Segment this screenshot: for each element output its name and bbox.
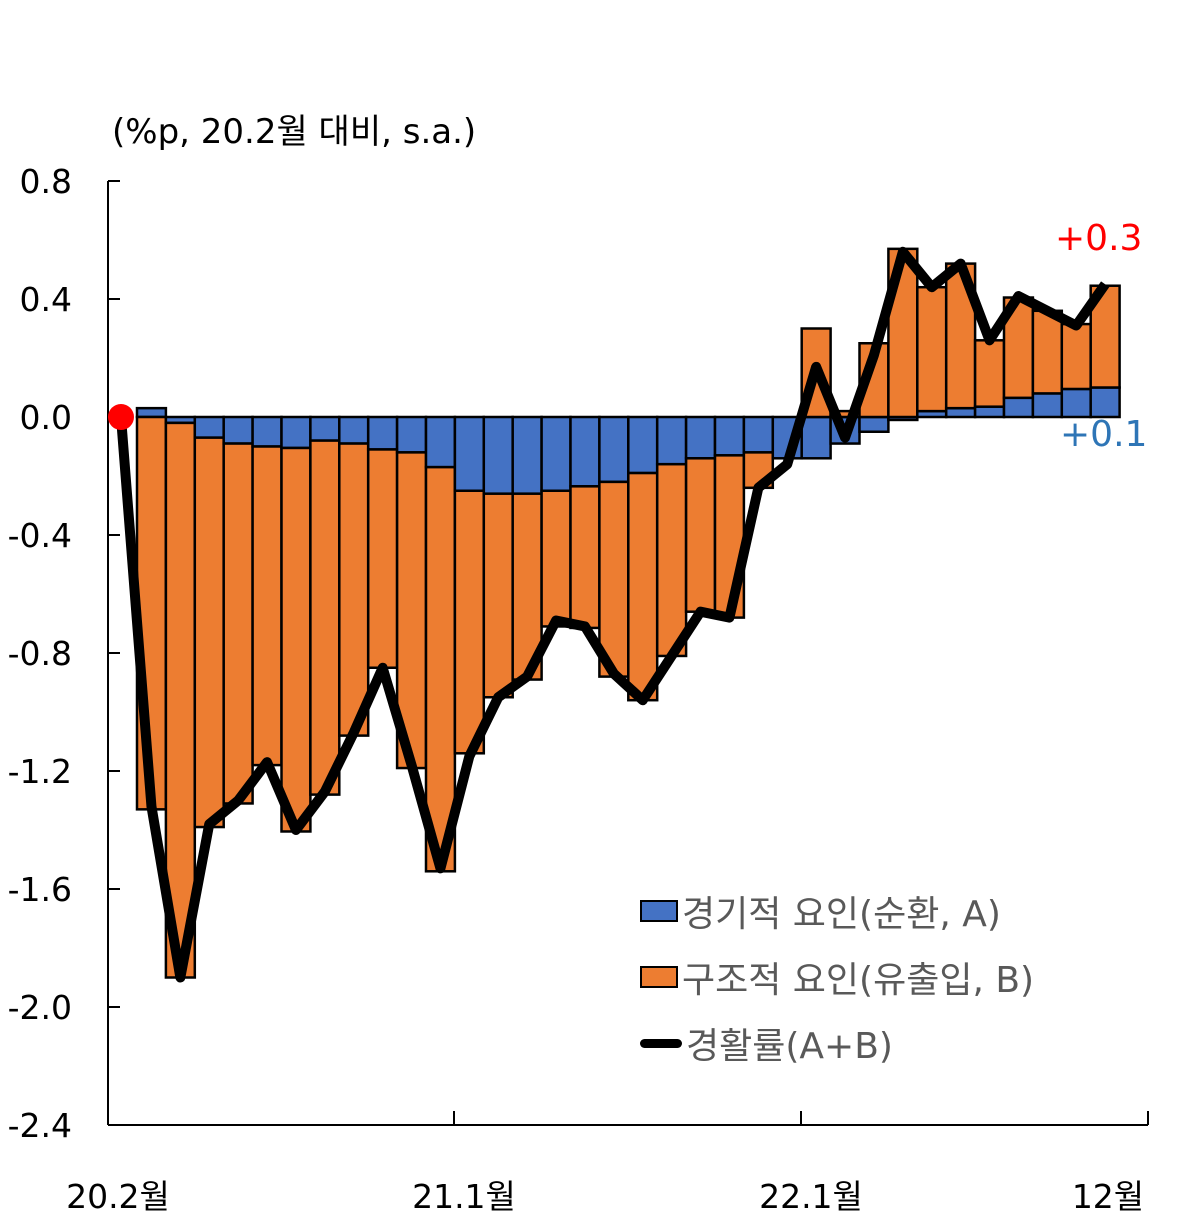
legend-swatch-blue	[640, 900, 678, 922]
legend-swatch-orange	[640, 966, 678, 988]
bar-cyclical-21.1	[424, 415, 457, 469]
bar-cyclical-20.11	[366, 415, 399, 451]
bar-cyclical-22.9	[1002, 396, 1035, 419]
bar-structural-21.6	[569, 485, 601, 630]
bar-structural-21.7	[598, 480, 630, 678]
bar-cyclical-21.12	[742, 415, 775, 454]
y-tick-label: 0.4	[20, 280, 72, 319]
x-tick-label: 20.2월	[66, 1177, 170, 1216]
bar-cyclical-21.2	[453, 415, 486, 492]
x-tick-label: 21.1월	[412, 1177, 516, 1216]
annotation-cyclical: +0.1	[1060, 414, 1148, 455]
legend-label: 경기적 요인(순환, A)	[682, 894, 1001, 935]
legend-swatch-line	[640, 1038, 682, 1048]
bar-structural-22.8	[973, 339, 1006, 408]
bar-structural-21.1	[424, 465, 457, 873]
bar-cyclical-22.11	[1060, 387, 1092, 419]
bar-cyclical-20.5	[193, 415, 225, 439]
bar-structural-22.12	[1089, 284, 1121, 389]
bar-structural-21.3	[482, 492, 514, 699]
legend: 경기적 요인(순환, A) 구조적 요인(유출입, B) 경활률(A+B)	[640, 878, 1034, 1076]
bar-cyclical-21.7	[598, 415, 630, 484]
y-tick-label: 0.8	[20, 162, 72, 201]
bar-cyclical-21.8	[627, 415, 659, 475]
bar-structural-22.10	[1031, 309, 1064, 395]
bar-structural-22.6	[916, 285, 948, 413]
bar-cyclical-21.11	[713, 415, 746, 457]
y-axis-unit-label: (%p, 20.2월 대비, s.a.)	[112, 112, 477, 152]
bar-cyclical-22.12	[1089, 386, 1121, 419]
bar-structural-20.10	[338, 442, 370, 737]
annotation-structural: +0.3	[1055, 218, 1143, 259]
x-tick-label: 22.1월	[759, 1177, 863, 1216]
y-tick-label: 0.0	[20, 398, 72, 437]
bar-structural-20.8	[280, 446, 312, 833]
bar-structural-21.2	[453, 489, 486, 755]
y-tick-label: -2.4	[8, 1106, 72, 1145]
legend-label: 경활률(A+B)	[686, 1026, 893, 1067]
legend-item-total: 경활률(A+B)	[640, 1010, 1034, 1076]
legend-item-cyclical: 경기적 요인(순환, A)	[640, 878, 1034, 944]
bar-cyclical-20.9	[309, 415, 341, 442]
start-marker	[108, 404, 134, 430]
x-tick-label: 12월	[1072, 1177, 1144, 1216]
bar-cyclical-20.6	[222, 415, 254, 445]
bar-cyclical-21.9	[655, 415, 688, 466]
bar-cyclical-21.3	[482, 415, 514, 495]
axes-group: 0.8 0.4 0.0 -0.4 -0.8 -1.2 -1.6 -2.0 -2.4 20.2월 21…	[8, 162, 1149, 1216]
bar-cyclical-22.10	[1031, 392, 1064, 419]
bar-structural-21.8	[627, 471, 659, 702]
bar-cyclical-22.8	[973, 405, 1006, 419]
bars-group	[135, 247, 1121, 979]
y-tick-label: -0.4	[8, 516, 72, 555]
legend-item-structural: 구조적 요인(유출입, B)	[640, 944, 1034, 1010]
bar-structural-21.9	[655, 462, 688, 658]
bar-structural-20.4	[164, 421, 197, 979]
y-tick-label: -2.0	[8, 988, 72, 1027]
bar-structural-21.10	[684, 457, 717, 613]
bar-cyclical-21.6	[569, 415, 601, 488]
bar-structural-21.5	[540, 489, 572, 628]
bar-structural-22.11	[1060, 322, 1092, 391]
bar-structural-20.7	[251, 445, 283, 767]
bar-cyclical-20.8	[280, 415, 312, 450]
bar-cyclical-21.5	[540, 415, 572, 492]
bar-cyclical-22.4	[858, 415, 890, 433]
bar-cyclical-20.7	[251, 415, 283, 448]
line-group	[108, 246, 1110, 983]
bar-structural-20.9	[309, 439, 341, 796]
y-tick-label: -1.6	[8, 870, 72, 909]
legend-label: 구조적 요인(유출입, B)	[682, 960, 1035, 1001]
bar-cyclical-20.10	[338, 415, 370, 445]
bar-structural-20.6	[222, 442, 254, 805]
bar-cyclical-22.2	[800, 415, 832, 460]
bar-cyclical-20.12	[395, 415, 428, 454]
bar-cyclical-21.4	[511, 415, 543, 495]
bar-structural-20.11	[366, 448, 399, 670]
y-tick-label: -0.8	[8, 634, 72, 673]
bar-cyclical-22.7	[944, 406, 977, 419]
bar-cyclical-20.3	[135, 406, 168, 419]
bar-structural-20.5	[193, 436, 225, 829]
bar-cyclical-21.10	[684, 415, 717, 460]
y-tick-label: -1.2	[8, 752, 72, 791]
